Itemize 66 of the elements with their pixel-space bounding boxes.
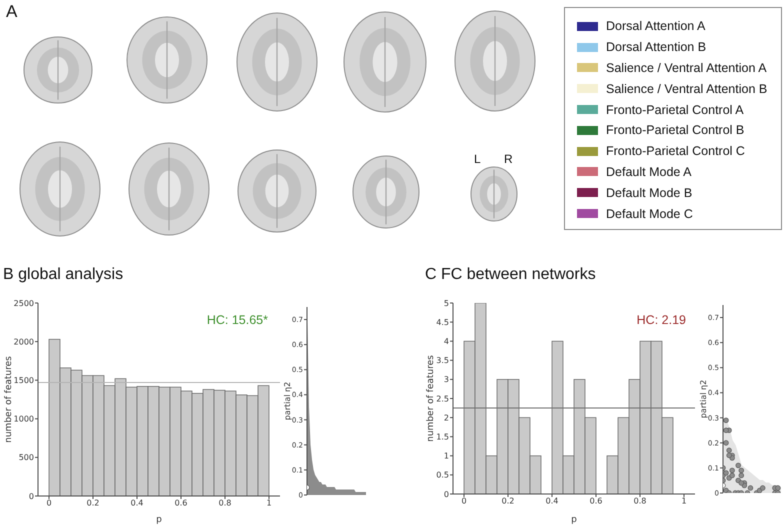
point	[729, 472, 735, 478]
legend-label: Fronto-Parietal Control A	[606, 102, 744, 117]
chart-title: C FC between networks	[425, 265, 596, 285]
y-tick-label: 1500	[14, 376, 34, 386]
point	[726, 448, 732, 454]
legend-label: Salience / Ventral Attention A	[606, 60, 767, 75]
y-tick-label: 2	[444, 413, 449, 422]
x-tick-label: 0.6	[590, 496, 602, 506]
y-tick-label: 2500	[14, 298, 34, 308]
y-tick-label: 0	[444, 490, 449, 499]
chart-title: B global analysis	[3, 265, 124, 285]
y-axis-title: number of features	[426, 354, 436, 442]
point	[723, 418, 729, 424]
y-axis-title: number of features	[4, 356, 14, 443]
legend-label: Fronto-Parietal Control C	[606, 144, 745, 158]
point	[723, 440, 729, 446]
x-axis-title: p	[571, 515, 578, 525]
y-tick-label: 3	[444, 375, 449, 384]
point	[738, 472, 744, 478]
point	[738, 468, 744, 474]
legend-label: Dorsal Attention B	[606, 40, 706, 54]
x-axis-title: p	[156, 515, 162, 525]
y-tick-label: 4.5	[436, 318, 449, 327]
text: R	[504, 152, 513, 166]
point	[723, 470, 729, 476]
legend-label: Default Mode A	[606, 164, 692, 179]
y-tick-label: 2.5	[436, 394, 449, 404]
annotation: HC: 2.19	[636, 313, 686, 328]
x-tick-label: 0.4	[130, 498, 144, 508]
x-tick-label: 0.6	[174, 498, 188, 508]
point	[726, 452, 732, 458]
legend-label: Dorsal Attention A	[606, 19, 706, 34]
point	[748, 485, 754, 491]
x-tick-label: 1	[681, 496, 687, 506]
point	[729, 468, 735, 474]
point	[736, 462, 741, 468]
text: L	[474, 152, 481, 166]
y-tick-label: 1	[444, 452, 449, 461]
y-tick-label: 4	[444, 337, 449, 346]
point	[775, 485, 781, 491]
y-tick-label: 500	[18, 453, 34, 462]
point	[738, 480, 744, 486]
y-tick-label: 2000	[14, 337, 34, 346]
x-tick-label: 0.8	[218, 498, 232, 508]
y-tick-label: 3.5	[436, 356, 449, 366]
legend-label: Fronto-Parietal Control B	[606, 123, 744, 138]
legend-label: Default Mode B	[606, 186, 692, 200]
y-axis-title: partial η2	[282, 382, 292, 420]
y-tick-label: 1.5	[436, 432, 449, 442]
y-tick-label: 0.5	[436, 470, 449, 480]
legend-label: Default Mode C	[606, 206, 693, 221]
point	[760, 485, 766, 491]
y-axis-title: partial η2	[698, 380, 708, 418]
annotation: HC: 15.65*	[206, 313, 268, 328]
x-tick-label: 0.2	[86, 498, 100, 508]
legend-label: Salience / Ventral Attention B	[606, 82, 768, 96]
point	[723, 428, 729, 434]
x-tick-label: 0	[461, 496, 467, 506]
y-tick-label: 5	[444, 298, 449, 308]
x-tick-label: 0.2	[502, 496, 514, 506]
text: A	[6, 2, 18, 22]
x-tick-label: 0	[46, 498, 52, 508]
x-tick-label: 0.8	[634, 496, 646, 506]
x-tick-label: 0.4	[546, 496, 558, 506]
x-tick-label: 1	[266, 498, 272, 508]
y-tick-label: 1000	[14, 414, 34, 424]
